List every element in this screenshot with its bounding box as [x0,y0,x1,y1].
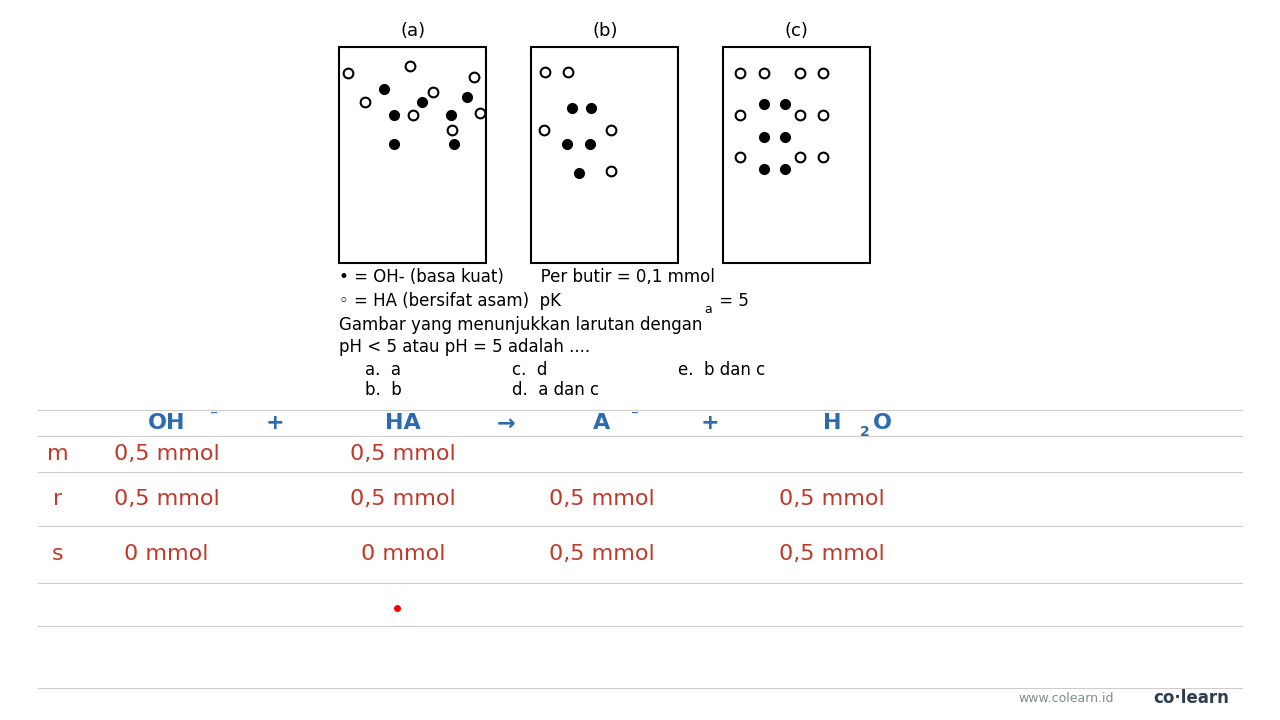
Text: Gambar yang menunjukkan larutan dengan: Gambar yang menunjukkan larutan dengan [339,317,703,334]
Text: 0,5 mmol: 0,5 mmol [780,489,884,509]
Text: 0,5 mmol: 0,5 mmol [351,489,456,509]
Text: pH < 5 atau pH = 5 adalah ....: pH < 5 atau pH = 5 adalah .... [339,338,590,356]
Text: e.  b dan c: e. b dan c [678,361,765,379]
Text: +: + [701,413,719,433]
Text: ⁻: ⁻ [210,409,218,423]
Text: (a): (a) [401,22,425,40]
Text: (c): (c) [785,22,809,40]
Text: a: a [704,303,712,316]
Bar [723,47,870,263]
Text: →: → [497,413,515,433]
Text: (b): (b) [593,22,617,40]
Text: 0,5 mmol: 0,5 mmol [114,489,219,509]
Text: m: m [47,444,68,464]
Bar [339,47,486,263]
Text: ◦ = HA (bersifat asam)  pK: ◦ = HA (bersifat asam) pK [339,292,561,310]
Text: s: s [51,544,64,564]
Text: a.  a: a. a [365,361,401,379]
Text: 0,5 mmol: 0,5 mmol [351,444,456,464]
Text: = 5: = 5 [714,292,749,310]
Text: 0,5 mmol: 0,5 mmol [549,544,654,564]
Text: 0 mmol: 0 mmol [361,544,445,564]
Text: +: + [266,413,284,433]
Text: 0 mmol: 0 mmol [124,544,209,564]
Bar [531,47,678,263]
Text: d.  a dan c: d. a dan c [512,382,599,399]
Text: 0,5 mmol: 0,5 mmol [549,489,654,509]
Text: A: A [593,413,611,433]
Text: • = OH- (basa kuat)       Per butir = 0,1 mmol: • = OH- (basa kuat) Per butir = 0,1 mmol [339,269,716,287]
Text: co·learn: co·learn [1153,690,1229,707]
Text: O: O [873,413,892,433]
Text: 0,5 mmol: 0,5 mmol [114,444,219,464]
Text: H: H [823,413,841,433]
Text: 2: 2 [860,425,870,439]
Text: 0,5 mmol: 0,5 mmol [780,544,884,564]
Text: ⁻: ⁻ [631,409,639,423]
Text: HA: HA [385,413,421,433]
Text: b.  b: b. b [365,382,402,399]
Text: c.  d: c. d [512,361,548,379]
Text: r: r [52,489,63,509]
Text: www.colearn.id: www.colearn.id [1018,692,1114,705]
Text: OH: OH [147,413,186,433]
